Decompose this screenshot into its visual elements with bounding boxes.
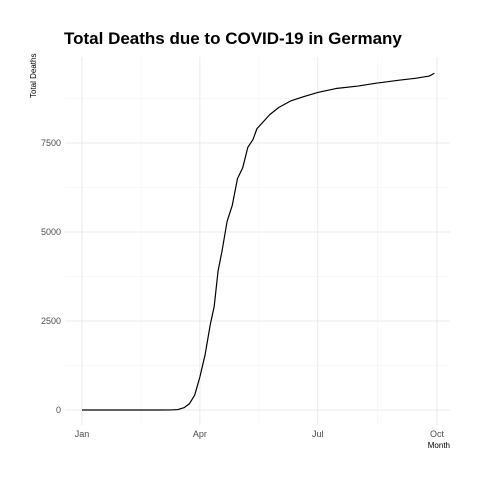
x-axis-label: Month [428,441,450,450]
y-tick-label: 0 [56,405,61,415]
x-tick-label: Jan [75,429,90,439]
y-tick-labels: 0 2500 5000 7500 [41,138,61,415]
x-tick-label: Jul [312,429,324,439]
x-tick-label: Oct [430,429,445,439]
series-layer [82,72,435,411]
y-tick-label: 7500 [41,138,61,148]
x-tick-labels: Jan Apr Jul Oct [75,429,445,439]
y-axis-label: Total Deaths [29,54,38,98]
series-line [82,72,435,411]
y-tick-label: 2500 [41,316,61,326]
x-tick-label: Apr [193,429,207,439]
chart-title: Total Deaths due to COVID-19 in Germany [64,29,402,48]
grid [65,57,450,425]
y-tick-label: 5000 [41,227,61,237]
